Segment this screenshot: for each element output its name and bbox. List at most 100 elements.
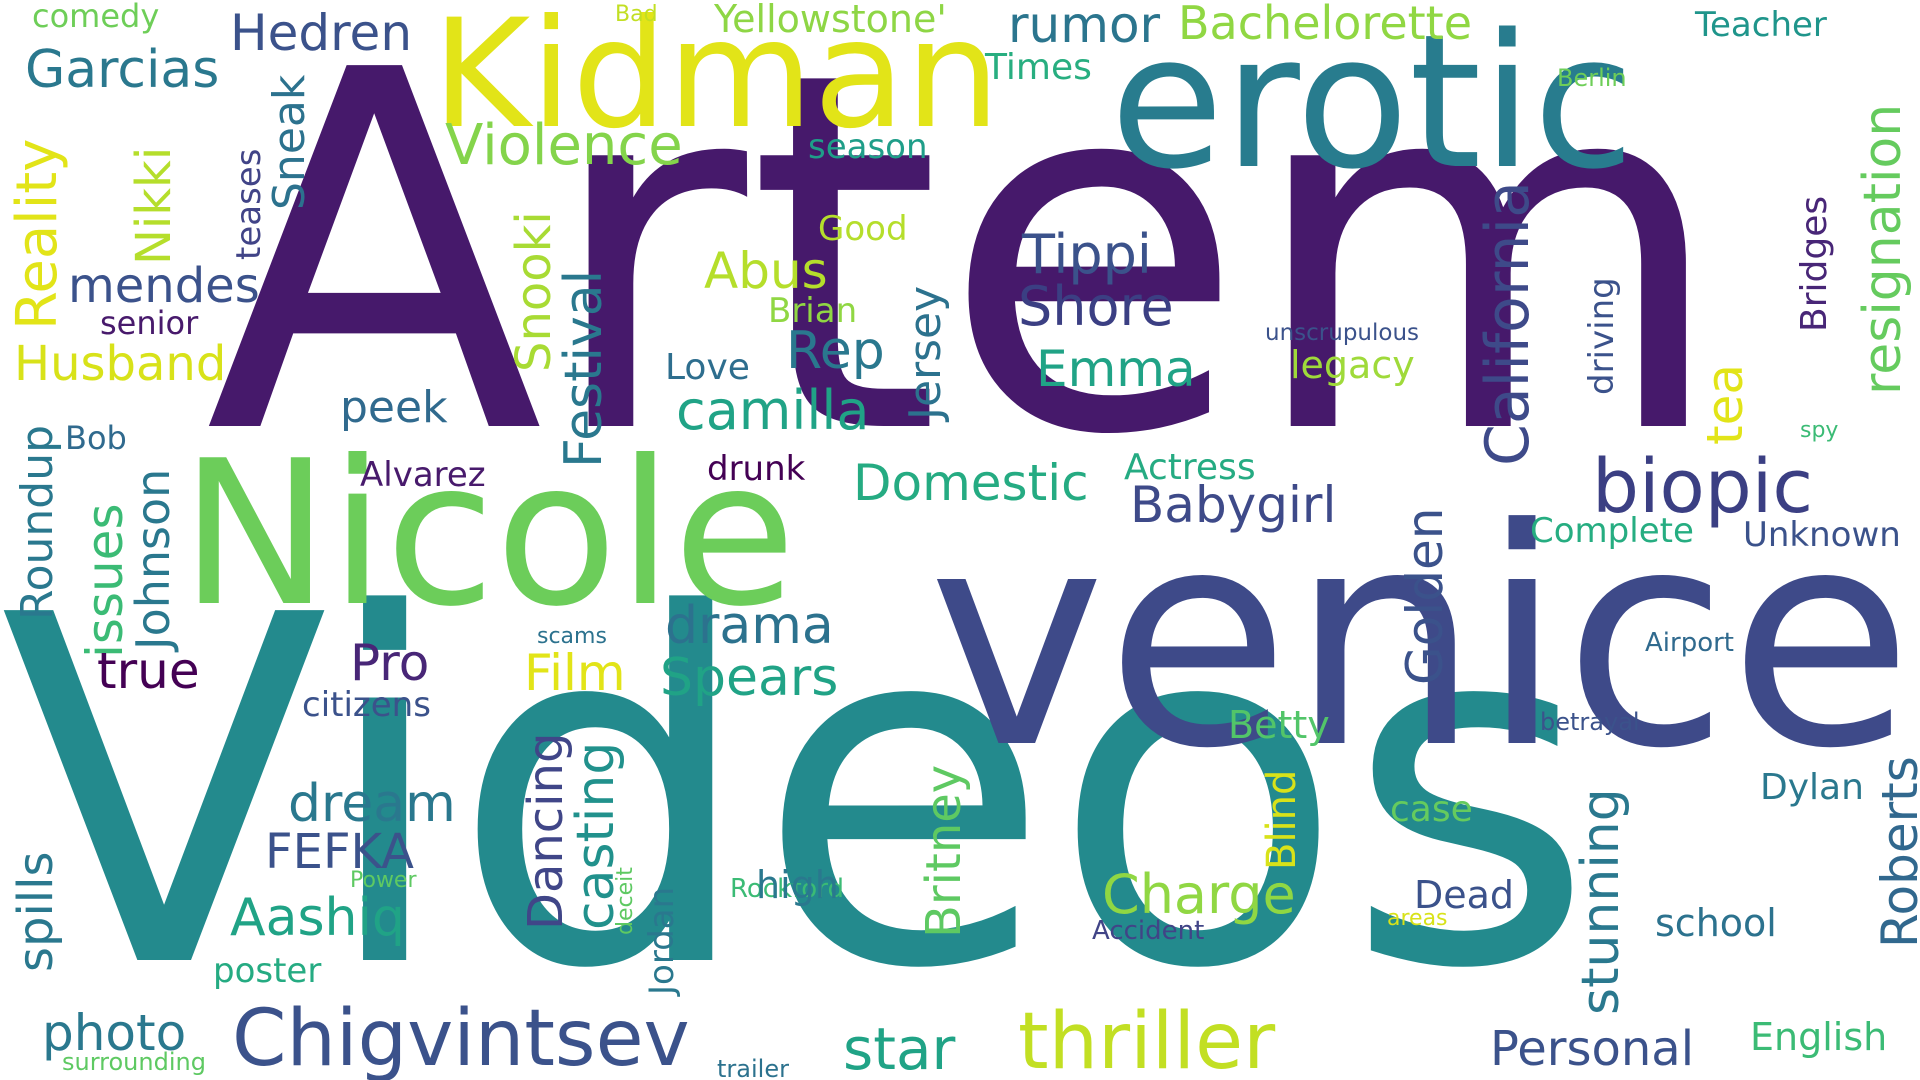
word-jersey: Jersey (900, 285, 951, 420)
word-bob: Bob (65, 419, 127, 457)
word-aashiq: Aashiq (230, 888, 405, 948)
word-videos: Videos (0, 515, 1595, 1074)
word-english: English (1750, 1015, 1888, 1059)
word-berlin: Berlin (1557, 64, 1627, 92)
word-rockford: Rockford (730, 874, 844, 904)
word-fefka: FEFKA (265, 824, 415, 880)
word-resignation: resignation (1853, 103, 1913, 395)
word-rep: Rep (786, 321, 885, 381)
word-bachelorette: Bachelorette (1178, 0, 1472, 50)
word-trailer: trailer (717, 1055, 789, 1080)
word-good: Good (818, 209, 908, 249)
word-johnson: Johnson (126, 468, 180, 650)
word-emma: Emma (1036, 340, 1196, 398)
word-dylan: Dylan (1760, 767, 1864, 808)
word-snooki: Snooki (506, 211, 562, 372)
word-unknown: Unknown (1743, 515, 1901, 555)
word-britney: Britney (916, 764, 972, 938)
word-school: school (1655, 901, 1777, 945)
word-true: true (97, 642, 200, 700)
word-dancing: Dancing (518, 732, 574, 930)
word-thriller: thriller (1018, 997, 1276, 1080)
word-love: Love (665, 347, 750, 388)
word-spills: spills (8, 851, 64, 973)
word-teacher: Teacher (1695, 5, 1827, 45)
word-scams: scams (537, 624, 607, 649)
word-legacy: legacy (1290, 343, 1415, 387)
word-times: Times (985, 47, 1092, 88)
word-erotic: erotic (1110, 0, 1635, 210)
word-reality: Reality (5, 138, 70, 330)
word-betty: Betty (1228, 703, 1330, 747)
word-dead: Dead (1414, 873, 1515, 917)
word-biopic: biopic (1592, 444, 1814, 530)
word-star: star (843, 1015, 956, 1080)
word-film: Film (524, 644, 626, 702)
word-domestic: Domestic (853, 454, 1089, 512)
word-camilla: camilla (676, 379, 870, 442)
word-personal: Personal (1490, 1021, 1695, 1077)
word-bad: Bad (615, 2, 658, 27)
word-season: season (808, 127, 928, 167)
word-chigvintsev: Chigvintsev (232, 994, 690, 1080)
word-spears: Spears (660, 648, 839, 708)
word-mendes: mendes (68, 258, 260, 314)
word-festival: Festival (554, 269, 614, 468)
word-areas: areas (1387, 906, 1448, 931)
word-driving: driving (1582, 277, 1622, 395)
word-california: California (1473, 181, 1543, 466)
word-husband: Husband (14, 336, 227, 392)
word-spy: spy (1800, 418, 1839, 443)
word-nicole: Nicole (180, 418, 797, 651)
word-stunning: stunning (1571, 788, 1631, 1015)
word-citizens: citizens (302, 685, 431, 725)
word-issues: issues (76, 503, 134, 659)
word-drunk: drunk (707, 449, 806, 489)
word-alvarez: Alvarez (360, 455, 486, 495)
word-high: high (756, 863, 839, 907)
word-surrounding: surrounding (62, 1048, 206, 1076)
word-shore: Shore (1018, 275, 1174, 338)
word-pro: Pro (350, 634, 430, 692)
word-sneak: Sneak (264, 74, 315, 210)
word-jordan: Jordan (642, 886, 682, 995)
word-garcias: Garcias (25, 40, 220, 100)
word-deceit: deceit (613, 867, 638, 935)
word-case: case (1390, 789, 1473, 830)
word-airport: Airport (1645, 628, 1734, 658)
word-blind: Blind (1259, 769, 1305, 870)
word-drama: drama (665, 596, 834, 656)
word-babygirl: Babygirl (1130, 476, 1337, 534)
word-senior: senior (100, 304, 199, 342)
word-photo: photo (42, 1004, 187, 1062)
word-complete: Complete (1530, 511, 1694, 551)
word-hedren: Hedren (230, 4, 413, 62)
word-betrayal: betrayal (1540, 708, 1640, 736)
word-peek: peek (340, 382, 448, 433)
word-power: Power (350, 868, 417, 893)
word-rumor: rumor (1008, 0, 1161, 54)
word-charge: Charge (1102, 863, 1296, 926)
word-roberts: Roberts (1871, 756, 1920, 948)
word-brian: Brian (768, 291, 858, 331)
word-comedy: comedy (32, 0, 160, 35)
word-unscrupulous: unscrupulous (1265, 320, 1420, 346)
word-teases: teases (229, 148, 269, 260)
word-bridges: Bridges (1794, 195, 1835, 332)
word-roundup: Roundup (12, 424, 63, 620)
word-artem: Artem (205, 0, 1728, 543)
word-actress: Actress (1124, 447, 1256, 488)
word-nikki: Nikki (126, 146, 182, 265)
word-yellowstone: Yellowstone' (714, 0, 947, 41)
word-tippi: Tippi (1022, 223, 1152, 286)
word-golden: Golden (1396, 507, 1454, 685)
word-accident: Accident (1092, 916, 1205, 946)
word-kidman: Kidman (432, 0, 1001, 162)
word-poster: poster (213, 951, 322, 991)
word-dream: dream (288, 774, 456, 834)
word-violence: Violence (445, 113, 683, 178)
word-venice: venice (928, 465, 1914, 814)
word-tea: tea (1696, 363, 1754, 445)
word-abus: Abus (704, 242, 828, 300)
